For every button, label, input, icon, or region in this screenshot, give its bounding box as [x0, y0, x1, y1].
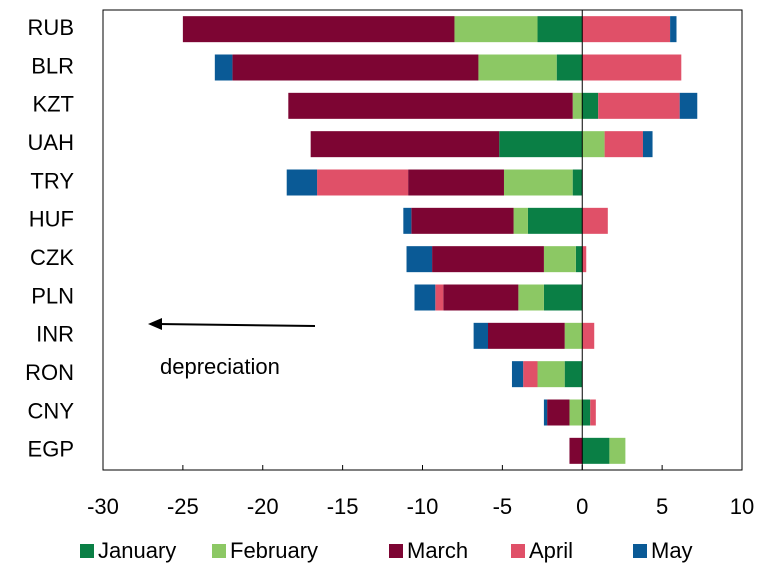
bar-segment: [432, 246, 544, 273]
bar-segment: [317, 169, 409, 196]
bar-segment: [569, 399, 583, 426]
bar-segment: [286, 169, 318, 196]
legend-swatch: [212, 544, 226, 558]
bar-segment: [609, 437, 626, 464]
bar-segment: [642, 131, 653, 158]
bar-segment: [537, 16, 583, 43]
bar-segment: [582, 16, 671, 43]
y-tick-label: PLN: [31, 283, 74, 308]
legend-swatch: [80, 544, 94, 558]
bar-segment: [679, 92, 698, 119]
bar-segment: [473, 322, 488, 349]
bar-segment: [214, 54, 233, 81]
bar-segment: [569, 437, 583, 464]
bar-segment: [572, 92, 583, 119]
y-tick-label: INR: [36, 322, 74, 347]
x-tick-label: 10: [730, 494, 754, 519]
bar-segment: [513, 207, 528, 234]
arrow-line: [157, 323, 316, 327]
bar-segment: [518, 284, 544, 311]
bar-segment: [182, 16, 455, 43]
bar-segment: [547, 399, 570, 426]
bar-segment: [403, 207, 412, 234]
bar-segment: [487, 322, 565, 349]
legend-swatch: [389, 544, 403, 558]
legend-label: April: [529, 538, 573, 563]
bar-segment: [582, 54, 682, 81]
bar-segment: [288, 92, 573, 119]
bar-segment: [572, 169, 583, 196]
x-tick-label: -30: [87, 494, 119, 519]
bar-segment: [582, 437, 610, 464]
bar-segment: [582, 131, 605, 158]
bar-segment: [582, 207, 608, 234]
bar-segment: [564, 361, 583, 388]
arrow-head: [148, 318, 162, 330]
bar-segment: [408, 169, 504, 196]
bar-segment: [564, 322, 583, 349]
bar-segment: [499, 131, 583, 158]
bar-segment: [537, 361, 565, 388]
bar-segment: [443, 284, 519, 311]
legend-label: January: [98, 538, 176, 563]
bar-segment: [582, 92, 599, 119]
bar-segment: [406, 246, 433, 273]
y-tick-label: BLR: [31, 53, 74, 78]
bar-segment: [435, 284, 444, 311]
bar-segment: [604, 131, 643, 158]
y-tick-label: CZK: [30, 245, 74, 270]
bar-segment: [523, 361, 538, 388]
y-tick-label: CNY: [28, 398, 75, 423]
bar-segment: [543, 284, 583, 311]
y-tick-label: HUF: [29, 207, 74, 232]
bar-segment: [232, 54, 479, 81]
legend-swatch: [511, 544, 525, 558]
bar-segment: [598, 92, 680, 119]
bar-segment: [582, 399, 591, 426]
bar-segment: [310, 131, 500, 158]
y-tick-label: RUB: [28, 15, 74, 40]
bar-segment: [454, 16, 538, 43]
bar-segment: [414, 284, 436, 311]
legend-label: March: [407, 538, 468, 563]
bar-segment: [582, 246, 587, 273]
x-tick-label: -25: [167, 494, 199, 519]
bar-segment: [478, 54, 557, 81]
annotation: depreciation: [160, 354, 280, 379]
bar-segment: [527, 207, 583, 234]
legend-label: May: [651, 538, 693, 563]
x-tick-label: -5: [493, 494, 513, 519]
y-tick-label: KZT: [32, 92, 74, 117]
x-tick-label: 0: [576, 494, 588, 519]
bar-segment: [511, 361, 524, 388]
bar-segment: [590, 399, 596, 426]
bar-segment: [556, 54, 583, 81]
x-tick-label: -10: [407, 494, 439, 519]
bar-segment: [670, 16, 677, 43]
legend-label: February: [230, 538, 318, 563]
y-tick-label: EGP: [28, 437, 74, 462]
legend-swatch: [633, 544, 647, 558]
bar-segment: [575, 246, 583, 273]
x-tick-label: -15: [327, 494, 359, 519]
bar-segment: [582, 322, 595, 349]
y-tick-label: RON: [25, 360, 74, 385]
y-tick-label: TRY: [30, 168, 74, 193]
bar-segment: [411, 207, 514, 234]
bar-segment: [543, 399, 548, 426]
bar-segment: [503, 169, 573, 196]
x-tick-label: -20: [247, 494, 279, 519]
y-tick-label: UAH: [28, 130, 74, 155]
x-tick-label: 5: [656, 494, 668, 519]
bar-segment: [543, 246, 576, 273]
